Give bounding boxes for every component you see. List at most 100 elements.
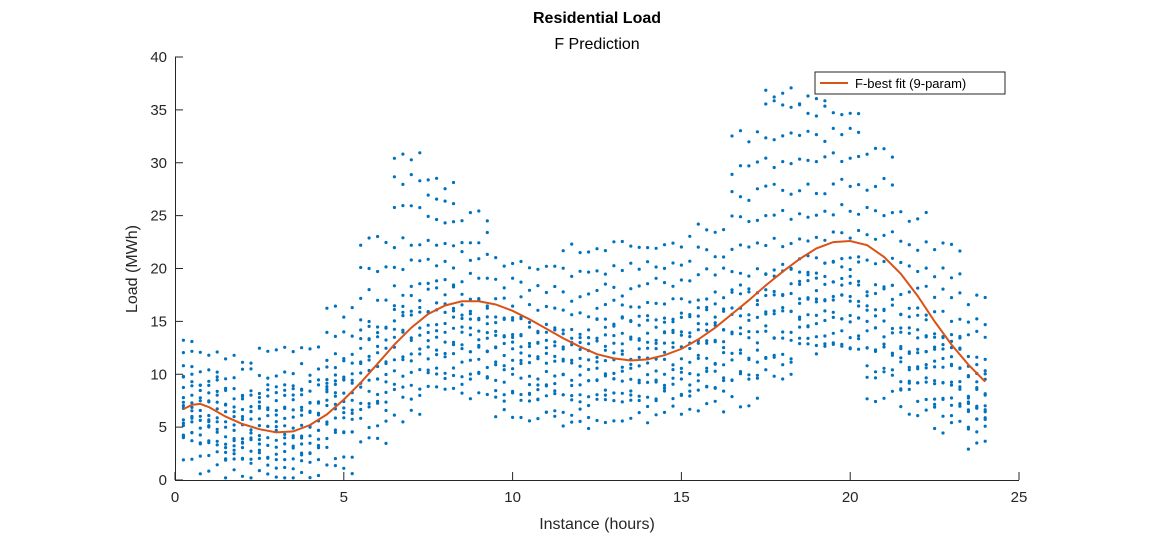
scatter-point bbox=[882, 342, 886, 346]
scatter-point bbox=[865, 397, 869, 401]
scatter-point bbox=[240, 360, 245, 364]
scatter-point bbox=[679, 377, 684, 381]
scatter-point bbox=[409, 408, 413, 412]
scatter-point bbox=[510, 316, 515, 320]
scatter-point bbox=[806, 129, 810, 133]
scatter-point bbox=[882, 285, 886, 289]
scatter-point bbox=[477, 391, 481, 395]
scatter-point bbox=[519, 345, 523, 349]
scatter-point bbox=[308, 425, 312, 429]
scatter-point bbox=[865, 258, 869, 262]
scatter-point bbox=[764, 356, 768, 360]
scatter-point bbox=[207, 441, 211, 445]
y-tick-label: 10 bbox=[150, 366, 167, 383]
scatter-point bbox=[924, 266, 928, 270]
scatter-point bbox=[536, 308, 540, 312]
scatter-point bbox=[764, 136, 768, 140]
scatter-point bbox=[620, 303, 624, 307]
scatter-point bbox=[831, 213, 835, 217]
scatter-point bbox=[713, 399, 717, 403]
scatter-point bbox=[468, 333, 472, 337]
scatter-point bbox=[848, 111, 852, 115]
scatter-point bbox=[367, 338, 371, 342]
scatter-point bbox=[823, 274, 827, 279]
scatter-point bbox=[747, 373, 751, 377]
scatter-point bbox=[899, 239, 903, 243]
scatter-point bbox=[190, 339, 194, 344]
scatter-point bbox=[814, 97, 819, 101]
scatter-point bbox=[722, 351, 726, 355]
scatter-point bbox=[966, 396, 971, 400]
scatter-point bbox=[232, 405, 236, 409]
scatter-point bbox=[443, 187, 447, 191]
scatter-point bbox=[224, 410, 228, 414]
scatter-point bbox=[257, 400, 261, 404]
scatter-point bbox=[578, 332, 582, 336]
scatter-point bbox=[696, 356, 700, 360]
scatter-point bbox=[713, 369, 717, 373]
scatter-point bbox=[755, 241, 760, 245]
scatter-point bbox=[629, 398, 633, 402]
scatter-point bbox=[536, 284, 540, 288]
scatter-point bbox=[823, 282, 827, 286]
scatter-point bbox=[612, 419, 616, 423]
scatter-point bbox=[325, 422, 329, 426]
scatter-point bbox=[747, 356, 751, 360]
scatter-point bbox=[899, 347, 903, 351]
scatter-point bbox=[426, 257, 430, 261]
scatter-point bbox=[418, 368, 422, 372]
scatter-point bbox=[755, 218, 760, 222]
scatter-point bbox=[798, 103, 802, 107]
scatter-point bbox=[409, 370, 413, 374]
scatter-point bbox=[232, 457, 236, 461]
scatter-point bbox=[274, 425, 278, 429]
scatter-point bbox=[738, 283, 743, 287]
scatter-point bbox=[806, 296, 810, 300]
scatter-point bbox=[359, 346, 363, 350]
scatter-point bbox=[181, 351, 185, 355]
scatter-point bbox=[519, 376, 523, 380]
scatter-point bbox=[798, 325, 802, 329]
scatter-point bbox=[933, 397, 937, 401]
scatter-point bbox=[975, 417, 979, 421]
scatter-point bbox=[418, 282, 422, 286]
scatter-point bbox=[713, 255, 717, 259]
scatter-point bbox=[502, 364, 506, 368]
scatter-point bbox=[544, 410, 549, 414]
scatter-point bbox=[283, 416, 287, 420]
scatter-point bbox=[300, 470, 304, 475]
scatter-point bbox=[764, 312, 768, 316]
scatter-point bbox=[646, 318, 650, 322]
scatter-point bbox=[468, 211, 472, 215]
scatter-point bbox=[907, 368, 911, 372]
scatter-point bbox=[620, 294, 624, 298]
scatter-point bbox=[519, 415, 523, 420]
scatter-point bbox=[392, 327, 396, 331]
scatter-point bbox=[249, 389, 253, 393]
scatter-point bbox=[291, 426, 295, 430]
scatter-point bbox=[924, 334, 928, 338]
scatter-point bbox=[519, 259, 523, 264]
scatter-point bbox=[958, 272, 962, 276]
scatter-point bbox=[949, 242, 954, 246]
scatter-point bbox=[662, 372, 667, 376]
scatter-point bbox=[401, 374, 405, 378]
scatter-point bbox=[451, 366, 456, 370]
scatter-point bbox=[544, 322, 549, 326]
scatter-point bbox=[789, 338, 793, 342]
scatter-point bbox=[840, 276, 844, 281]
scatter-point bbox=[831, 126, 835, 130]
scatter-point bbox=[789, 357, 793, 361]
scatter-point bbox=[806, 182, 810, 186]
scatter-point bbox=[587, 367, 591, 372]
scatter-point bbox=[924, 380, 928, 384]
scatter-point bbox=[941, 343, 945, 347]
scatter-point bbox=[308, 460, 312, 464]
scatter-point bbox=[350, 472, 354, 476]
scatter-point bbox=[426, 339, 430, 343]
scatter-point bbox=[468, 258, 472, 262]
scatter-point bbox=[738, 243, 743, 247]
scatter-point bbox=[603, 272, 608, 276]
scatter-point bbox=[789, 360, 793, 364]
scatter-point bbox=[527, 266, 532, 270]
